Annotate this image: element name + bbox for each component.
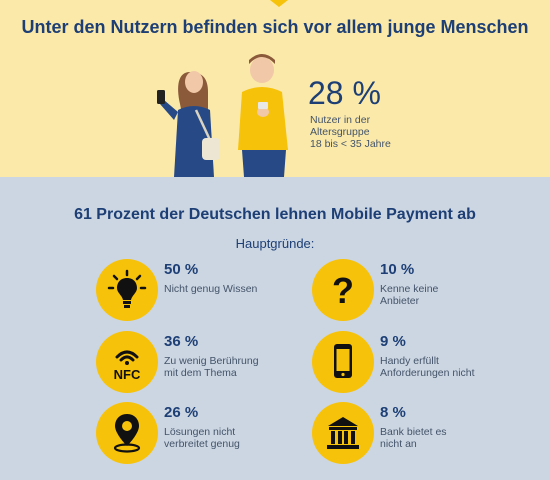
reason-text-line2: Anbieter (380, 295, 420, 307)
reasons-subtitle: Hauptgründe: (235, 236, 315, 251)
reason-text-line2: nicht an (380, 438, 417, 450)
reason-text-line1: Bank bietet es (380, 426, 447, 438)
section-title: 61 Prozent der Deutschen lehnen Mobile P… (74, 206, 476, 223)
reason-text-line1: Zu wenig Berührung (164, 355, 259, 367)
reason-text-line1: Lösungen nicht (164, 426, 236, 438)
location-pin-icon (96, 402, 158, 464)
bank-icon (312, 402, 374, 464)
svg-text:?: ? (332, 270, 354, 311)
reason-text: Nicht genug Wissen (164, 283, 258, 295)
reason-text-line1: Handy erfüllt (380, 355, 439, 367)
age-group-text-2: Altersgruppe (310, 126, 370, 138)
nfc-icon: NFC (96, 331, 158, 393)
reason-text-line2: mit dem Thema (164, 367, 237, 379)
reason-text-line1: Kenne keine (380, 283, 439, 295)
nfc-label: NFC (114, 367, 141, 382)
reason-percent: 26 % (164, 404, 199, 421)
reason-percent: 10 % (380, 261, 415, 278)
reason-not-widespread: 26 % Lösungen nicht verbreitet genug (96, 402, 296, 464)
age-group-text-3: 18 bis < 35 Jahre (310, 138, 391, 150)
question-icon: ? (312, 259, 374, 321)
reason-no-providers: ? 10 % Kenne keine Anbieter (312, 259, 512, 321)
pointer-notch (270, 0, 288, 7)
reason-bank-not-offering: 8 % Bank bietet es nicht an (312, 402, 512, 464)
reason-text-line2: Anforderungen nicht (380, 367, 475, 379)
lightbulb-icon (96, 259, 158, 321)
young-people-illustration (157, 54, 288, 177)
age-group-text-1: Nutzer in der (310, 114, 371, 126)
smartphone-icon (312, 331, 374, 393)
reason-knowledge: 50 % Nicht genug Wissen (96, 259, 296, 321)
reason-phone-insufficient: 9 % Handy erfüllt Anforderungen nicht (312, 331, 512, 393)
reason-percent: 36 % (164, 333, 199, 350)
header-title: Unter den Nutzern befinden sich vor alle… (21, 17, 529, 37)
reason-percent: 50 % (164, 261, 199, 278)
reason-percent: 8 % (380, 404, 406, 421)
reason-text-line2: verbreitet genug (164, 438, 240, 450)
age-group-percent: 28 % (308, 75, 381, 111)
reason-percent: 9 % (380, 333, 406, 350)
reason-little-contact: NFC 36 % Zu wenig Berührung mit dem Them… (96, 331, 296, 393)
